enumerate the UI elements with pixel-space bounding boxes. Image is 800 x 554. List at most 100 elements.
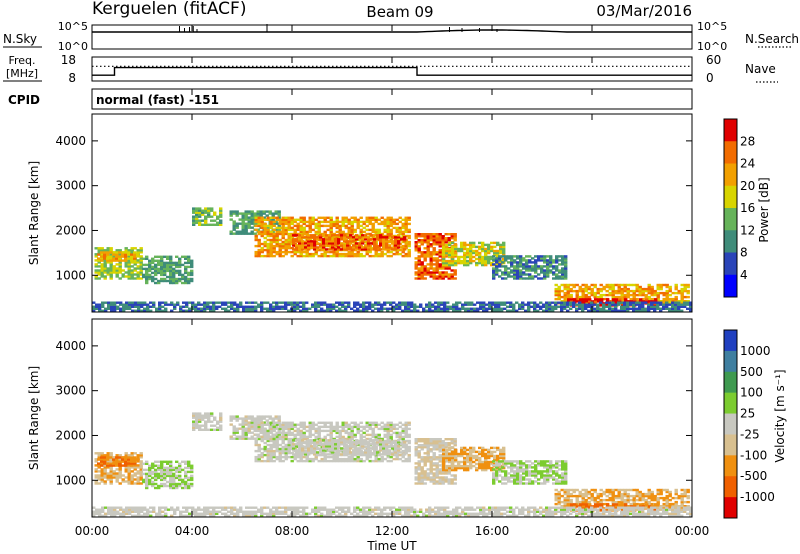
- power-cell: [307, 238, 311, 241]
- power-cell: [371, 230, 375, 234]
- power-cell: [103, 257, 107, 260]
- power-cell: [519, 255, 523, 258]
- power-cell: [100, 257, 104, 260]
- velocity-cell: [278, 451, 282, 455]
- velocity-cell: [377, 437, 381, 441]
- power-cell: [546, 265, 550, 268]
- power-cell: [534, 255, 538, 258]
- power-cell: [502, 241, 506, 245]
- power-cell: [455, 307, 459, 310]
- power-cell: [493, 253, 497, 257]
- power-cell: [654, 300, 658, 303]
- velocity-cell: [377, 435, 381, 439]
- power-cell: [626, 289, 630, 293]
- power-cell: [665, 295, 669, 299]
- power-cell: [521, 305, 525, 308]
- power-cell: [235, 222, 239, 225]
- power-cell: [175, 261, 179, 265]
- power-cell: [100, 249, 104, 252]
- velocity-cell: [298, 449, 302, 452]
- power-cell: [450, 237, 454, 240]
- velocity-cell: [350, 459, 354, 463]
- velocity-cell: [260, 429, 264, 433]
- power-cell: [599, 301, 603, 304]
- velocity-cell: [192, 414, 196, 417]
- power-cell: [519, 261, 523, 264]
- power-cell: [530, 301, 534, 304]
- velocity-cell: [268, 417, 272, 420]
- power-cell: [272, 228, 276, 232]
- velocity-cell: [172, 482, 176, 486]
- velocity-cell: [148, 474, 152, 478]
- velocity-cell: [328, 443, 332, 446]
- power-cell: [232, 210, 236, 213]
- power-cell: [490, 249, 494, 253]
- power-cell: [374, 250, 378, 254]
- power-cell: [650, 293, 654, 297]
- power-cell: [437, 307, 441, 310]
- velocity-cell: [379, 447, 383, 450]
- power-cell: [448, 249, 452, 253]
- power-cell: [127, 271, 131, 274]
- velocity-cell: [302, 433, 306, 437]
- power-cell: [121, 259, 125, 262]
- power-cell: [432, 241, 436, 244]
- power-cell: [502, 251, 506, 255]
- power-cell: [92, 301, 96, 304]
- power-cell: [250, 232, 254, 235]
- velocity-cell: [151, 464, 155, 467]
- power-cell: [407, 252, 411, 256]
- velocity-cell: [284, 447, 288, 451]
- power-cell: [567, 300, 571, 303]
- velocity-cell: [284, 435, 288, 439]
- velocity-cell: [379, 439, 383, 442]
- power-cell: [145, 279, 149, 283]
- power-cell: [370, 242, 374, 245]
- power-cell: [192, 207, 196, 210]
- power-cell: [404, 307, 408, 310]
- velocity-cell: [310, 447, 314, 450]
- power-cell: [263, 218, 267, 221]
- velocity-cell: [414, 468, 418, 471]
- power-cell: [533, 303, 537, 306]
- velocity-cell: [302, 425, 306, 429]
- power-cell: [668, 293, 672, 297]
- power-cell: [127, 265, 131, 268]
- power-cell: [187, 273, 191, 277]
- power-cell: [257, 248, 261, 252]
- power-cell: [602, 297, 606, 301]
- power-cell: [426, 267, 430, 270]
- power-cell: [519, 271, 523, 274]
- power-cell: [626, 291, 630, 295]
- velocity-cell: [103, 474, 107, 477]
- power-cell: [320, 301, 324, 304]
- power-cell: [241, 212, 245, 215]
- velocity-cell: [235, 419, 239, 422]
- power-cell: [445, 253, 449, 257]
- velocity-cell: [407, 423, 411, 426]
- power-cell: [131, 309, 135, 312]
- power-cell: [134, 303, 138, 306]
- power-cell: [555, 269, 559, 272]
- velocity-cell: [130, 464, 134, 467]
- power-cell: [552, 271, 556, 274]
- power-cell: [278, 307, 282, 310]
- power-cell: [136, 273, 140, 276]
- power-cell: [618, 298, 622, 301]
- power-cell: [361, 234, 365, 237]
- power-cell: [262, 216, 266, 219]
- power-cell: [492, 267, 496, 270]
- velocity-cell: [278, 447, 282, 451]
- power-cell: [160, 279, 164, 283]
- power-cell: [305, 224, 309, 228]
- power-cell: [432, 267, 436, 270]
- power-cell: [420, 277, 424, 280]
- velocity-cell: [256, 415, 260, 418]
- power-cell: [368, 216, 372, 219]
- power-cell: [617, 283, 621, 287]
- power-cell: [233, 307, 237, 310]
- velocity-cell: [100, 464, 104, 467]
- power-cell: [362, 226, 366, 230]
- power-cell: [593, 309, 597, 312]
- power-cell: [470, 307, 474, 310]
